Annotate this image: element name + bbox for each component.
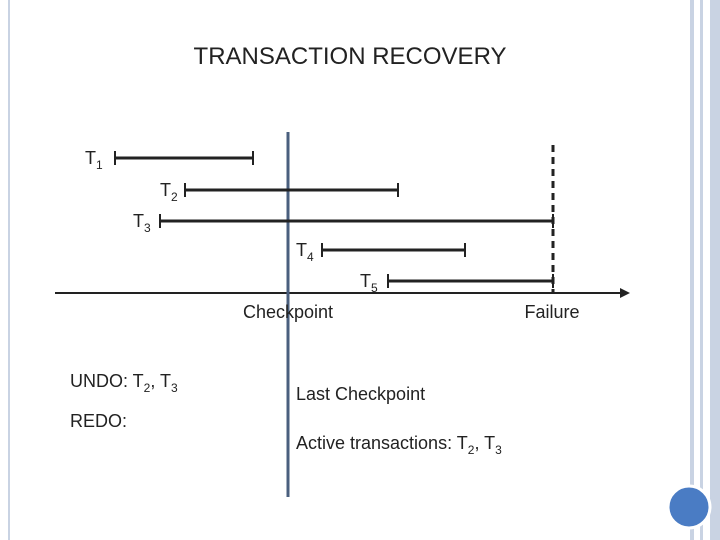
timeline-arrow [620,288,630,298]
text-part: T [133,211,144,231]
subscript: 2 [468,443,475,457]
subscript: 2 [144,381,151,395]
right-border [710,0,720,540]
transaction-label: T4 [296,240,314,264]
subscript: 1 [96,158,103,172]
transaction-label: T2 [160,180,178,204]
text-part: T [296,240,307,260]
subscript: 3 [495,443,502,457]
subscript: 3 [144,221,151,235]
text-part: T [360,271,371,291]
transaction-label: T3 [133,211,151,235]
text-part: Last Checkpoint [296,384,425,404]
redo-text: REDO: [70,411,127,431]
text-part: , T [150,371,171,391]
undo-text: UNDO: T2, T3 [70,371,178,395]
text-part: UNDO: T [70,371,144,391]
last-checkpoint: Last Checkpoint [296,384,425,404]
right-border [700,0,703,540]
checkpoint-label: Checkpoint [243,302,333,322]
text-part: , T [474,433,495,453]
active-transactions: Active transactions: T2, T3 [296,433,502,457]
title: TRANSACTION RECOVERY [194,43,507,70]
text-part: T [160,180,171,200]
text-part: Active transactions: T [296,433,468,453]
subscript: 5 [371,281,378,295]
text-part: REDO: [70,411,127,431]
subscript: 4 [307,250,314,264]
text-part: T [85,148,96,168]
transaction-label: T5 [360,271,378,295]
slide-badge [666,484,712,530]
transaction-label: T1 [85,148,103,172]
failure-label: Failure [524,302,579,322]
subscript: 2 [171,190,178,204]
right-border [690,0,694,540]
subscript: 3 [171,381,178,395]
